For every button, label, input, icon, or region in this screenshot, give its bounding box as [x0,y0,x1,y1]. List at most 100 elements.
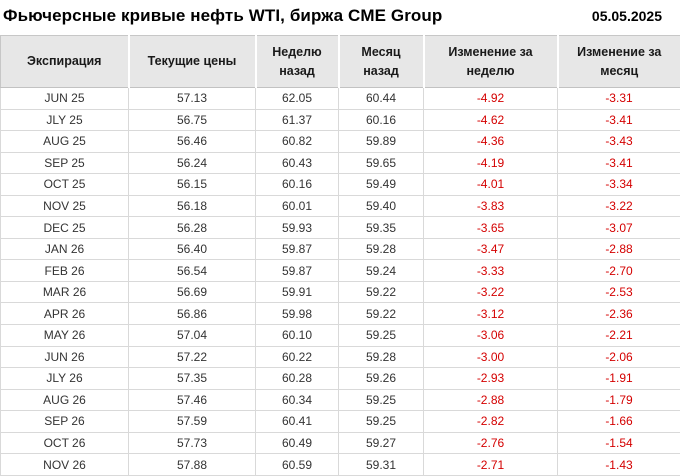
value-cell: 61.37 [255,108,339,132]
value-cell: 60.10 [255,324,339,347]
column-header-expiration: Экспирация [0,35,130,88]
value-cell: 59.25 [338,324,424,347]
value-cell: -3.31 [557,87,680,110]
value-cell: -2.21 [557,324,680,347]
value-cell: -2.93 [423,367,558,390]
table-row: NOV 26 57.88 60.59 59.31 -2.71 -1.43 [0,453,680,476]
table-row: AUG 25 56.46 60.82 59.89 -4.36 -3.43 [0,130,680,153]
value-cell: -3.12 [423,302,558,326]
value-cell: 59.87 [255,259,339,282]
value-cell: 56.75 [128,108,256,132]
expiration-cell: AUG 26 [0,388,129,412]
value-cell: 59.40 [338,194,424,218]
column-header-month-change: Изменение за месяц [557,35,680,88]
header-row: Экспирация Текущие цены Неделю назад Мес… [0,35,680,88]
value-cell: 56.69 [128,280,256,304]
value-cell: -3.00 [423,345,558,369]
expiration-cell: JLY 25 [0,108,129,132]
value-cell: -2.82 [423,410,558,433]
value-cell: -3.22 [423,280,558,304]
table-row: AUG 26 57.46 60.34 59.25 -2.88 -1.79 [0,388,680,412]
value-cell: 60.22 [255,345,339,369]
value-cell: 60.43 [255,151,339,175]
expiration-cell: JUN 26 [0,345,129,369]
table-row: DEC 25 56.28 59.93 59.35 -3.65 -3.07 [0,216,680,239]
value-cell: -3.47 [423,237,558,261]
value-cell: -3.07 [557,216,680,239]
value-cell: 60.44 [338,87,424,110]
value-cell: -2.88 [423,388,558,412]
value-cell: -2.71 [423,453,558,476]
value-cell: 57.59 [128,410,256,433]
expiration-cell: NOV 26 [0,453,129,476]
value-cell: 60.16 [255,173,339,196]
value-cell: 60.28 [255,367,339,390]
value-cell: 59.91 [255,280,339,304]
value-cell: -3.83 [423,194,558,218]
value-cell: 59.98 [255,302,339,326]
value-cell: 57.22 [128,345,256,369]
value-cell: -2.36 [557,302,680,326]
value-cell: -2.06 [557,345,680,369]
value-cell: 56.18 [128,194,256,218]
value-cell: -1.79 [557,388,680,412]
value-cell: 62.05 [255,87,339,110]
value-cell: 57.13 [128,87,256,110]
value-cell: 56.28 [128,216,256,239]
value-cell: 59.22 [338,302,424,326]
value-cell: 56.15 [128,173,256,196]
table-row: SEP 26 57.59 60.41 59.25 -2.82 -1.66 [0,410,680,433]
value-cell: -3.06 [423,324,558,347]
value-cell: 60.49 [255,431,339,455]
value-cell: 60.41 [255,410,339,433]
value-cell: 59.49 [338,173,424,196]
table-row: OCT 25 56.15 60.16 59.49 -4.01 -3.34 [0,173,680,196]
value-cell: -3.43 [557,130,680,153]
expiration-cell: JLY 26 [0,367,129,390]
table-row: APR 26 56.86 59.98 59.22 -3.12 -2.36 [0,302,680,326]
value-cell: -3.65 [423,216,558,239]
title-bar: Фьючерсные кривые нефть WTI, биржа CME G… [0,0,680,35]
expiration-cell: SEP 25 [0,151,129,175]
value-cell: 57.35 [128,367,256,390]
column-header-week-change: Изменение за неделю [423,35,559,88]
table-row: JLY 26 57.35 60.28 59.26 -2.93 -1.91 [0,367,680,390]
value-cell: -3.33 [423,259,558,282]
value-cell: -3.41 [557,151,680,175]
value-cell: 59.28 [338,237,424,261]
value-cell: 59.27 [338,431,424,455]
table-row: OCT 26 57.73 60.49 59.27 -2.76 -1.54 [0,431,680,455]
value-cell: 56.24 [128,151,256,175]
value-cell: -2.88 [557,237,680,261]
value-cell: 59.89 [338,130,424,153]
value-cell: 59.25 [338,410,424,433]
table-row: SEP 25 56.24 60.43 59.65 -4.19 -3.41 [0,151,680,175]
value-cell: -3.41 [557,108,680,132]
value-cell: -3.22 [557,194,680,218]
value-cell: 57.88 [128,453,256,476]
value-cell: 59.24 [338,259,424,282]
expiration-cell: MAR 26 [0,280,129,304]
table-row: JUN 26 57.22 60.22 59.28 -3.00 -2.06 [0,345,680,369]
expiration-cell: SEP 26 [0,410,129,433]
table-row: JAN 26 56.40 59.87 59.28 -3.47 -2.88 [0,237,680,261]
value-cell: 56.54 [128,259,256,282]
value-cell: 56.86 [128,302,256,326]
value-cell: 56.46 [128,130,256,153]
futures-table: Экспирация Текущие цены Неделю назад Мес… [0,35,680,476]
column-header-month-ago: Месяц назад [338,35,425,88]
value-cell: -4.19 [423,151,558,175]
value-cell: -2.70 [557,259,680,282]
table-row: MAR 26 56.69 59.91 59.22 -3.22 -2.53 [0,280,680,304]
table-row: NOV 25 56.18 60.01 59.40 -3.83 -3.22 [0,194,680,218]
value-cell: -4.92 [423,87,558,110]
value-cell: 59.28 [338,345,424,369]
value-cell: -4.01 [423,173,558,196]
column-header-current-price: Текущие цены [128,35,257,88]
expiration-cell: JUN 25 [0,87,129,110]
value-cell: 59.65 [338,151,424,175]
column-header-week-ago: Неделю назад [255,35,340,88]
value-cell: 57.73 [128,431,256,455]
value-cell: 60.16 [338,108,424,132]
value-cell: 60.34 [255,388,339,412]
